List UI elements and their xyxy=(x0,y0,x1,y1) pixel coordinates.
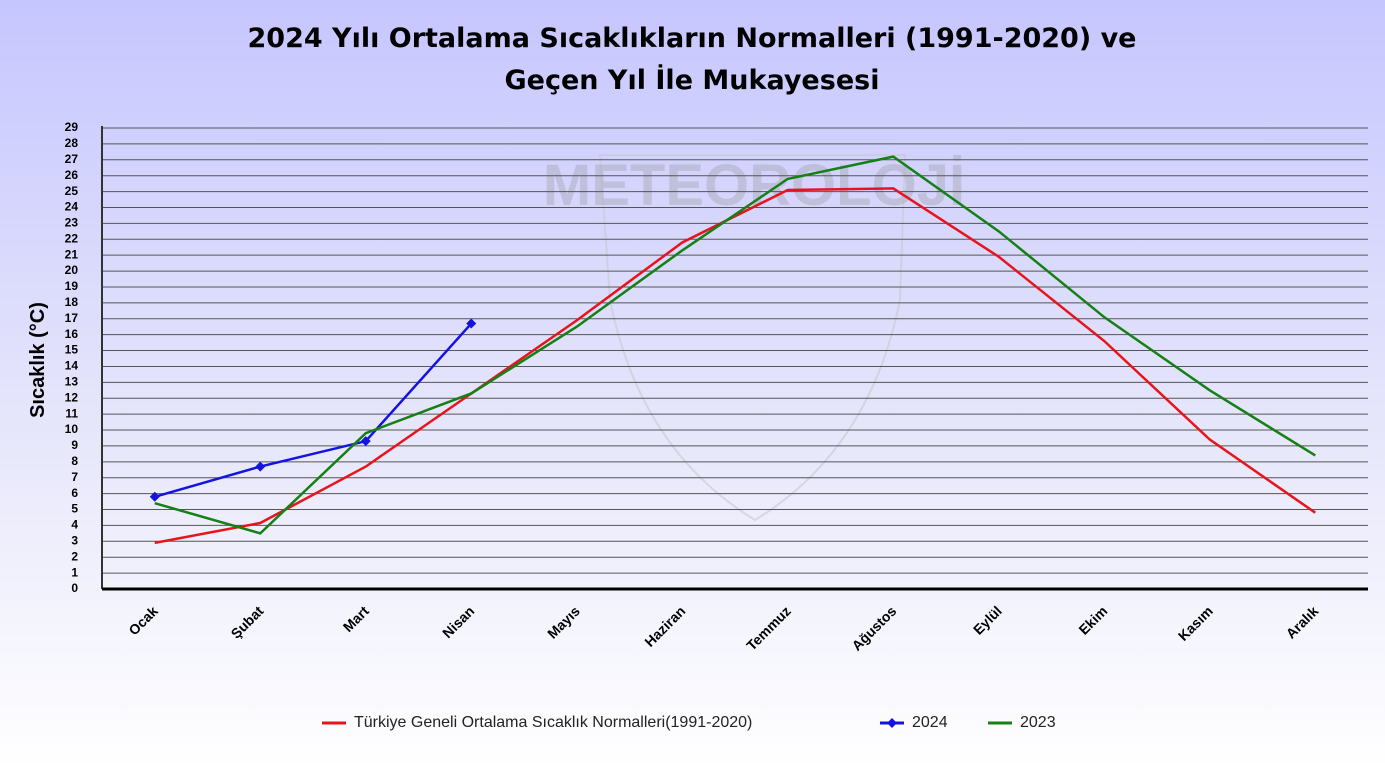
chart-title: Geçen Yıl İle Mukayesesi xyxy=(505,64,880,96)
legend-label: Türkiye Geneli Ortalama Sıcaklık Normall… xyxy=(354,714,752,731)
y-tick-label: 5 xyxy=(71,502,78,516)
y-tick-label: 29 xyxy=(65,120,79,134)
y-tick-label: 0 xyxy=(71,581,78,595)
line xyxy=(154,187,1316,545)
y-tick-label: 9 xyxy=(71,438,78,452)
y-tick-label: 28 xyxy=(65,136,79,150)
y-tick-label: 18 xyxy=(65,295,79,309)
y-tick-label: 11 xyxy=(65,406,78,420)
y-tick-label: 26 xyxy=(65,168,79,182)
y-tick-label: 8 xyxy=(71,454,78,468)
y-tick-label: 4 xyxy=(71,518,78,532)
marker xyxy=(466,318,477,329)
chart-title: 2024 Yılı Ortalama Sıcaklıkların Normall… xyxy=(248,23,1137,54)
y-tick-label: 2 xyxy=(71,549,78,563)
line xyxy=(154,322,473,499)
legend-label: 2023 xyxy=(1020,714,1056,731)
y-tick-label: 27 xyxy=(65,152,79,166)
y-tick-label: 7 xyxy=(71,470,78,484)
y-tick-label: 25 xyxy=(65,184,79,198)
y-tick-label: 13 xyxy=(65,375,79,389)
y-tick-label: 24 xyxy=(65,200,79,214)
line xyxy=(154,155,1316,535)
y-tick-label: 1 xyxy=(71,565,78,579)
y-tick-label: 20 xyxy=(65,263,79,277)
y-tick-label: 23 xyxy=(65,216,79,230)
y-tick-label: 14 xyxy=(65,359,79,373)
marker xyxy=(255,461,266,472)
legend-label: 2024 xyxy=(912,714,948,731)
y-tick-label: 16 xyxy=(65,327,79,341)
y-tick-label: 19 xyxy=(65,279,79,293)
marker xyxy=(360,436,371,447)
y-tick-label: 12 xyxy=(65,390,79,404)
marker xyxy=(149,491,160,502)
y-tick-label: 6 xyxy=(71,486,78,500)
y-tick-label: 15 xyxy=(65,343,79,357)
watermark-shield xyxy=(598,154,907,522)
y-tick-label: 21 xyxy=(65,247,79,261)
legend-marker xyxy=(887,718,897,728)
y-tick-label: 22 xyxy=(65,231,79,245)
y-axis-label: Sıcaklık (°C) xyxy=(27,302,49,418)
y-tick-label: 10 xyxy=(65,422,79,436)
y-tick-label: 3 xyxy=(71,533,78,547)
y-tick-label: 17 xyxy=(65,311,79,325)
